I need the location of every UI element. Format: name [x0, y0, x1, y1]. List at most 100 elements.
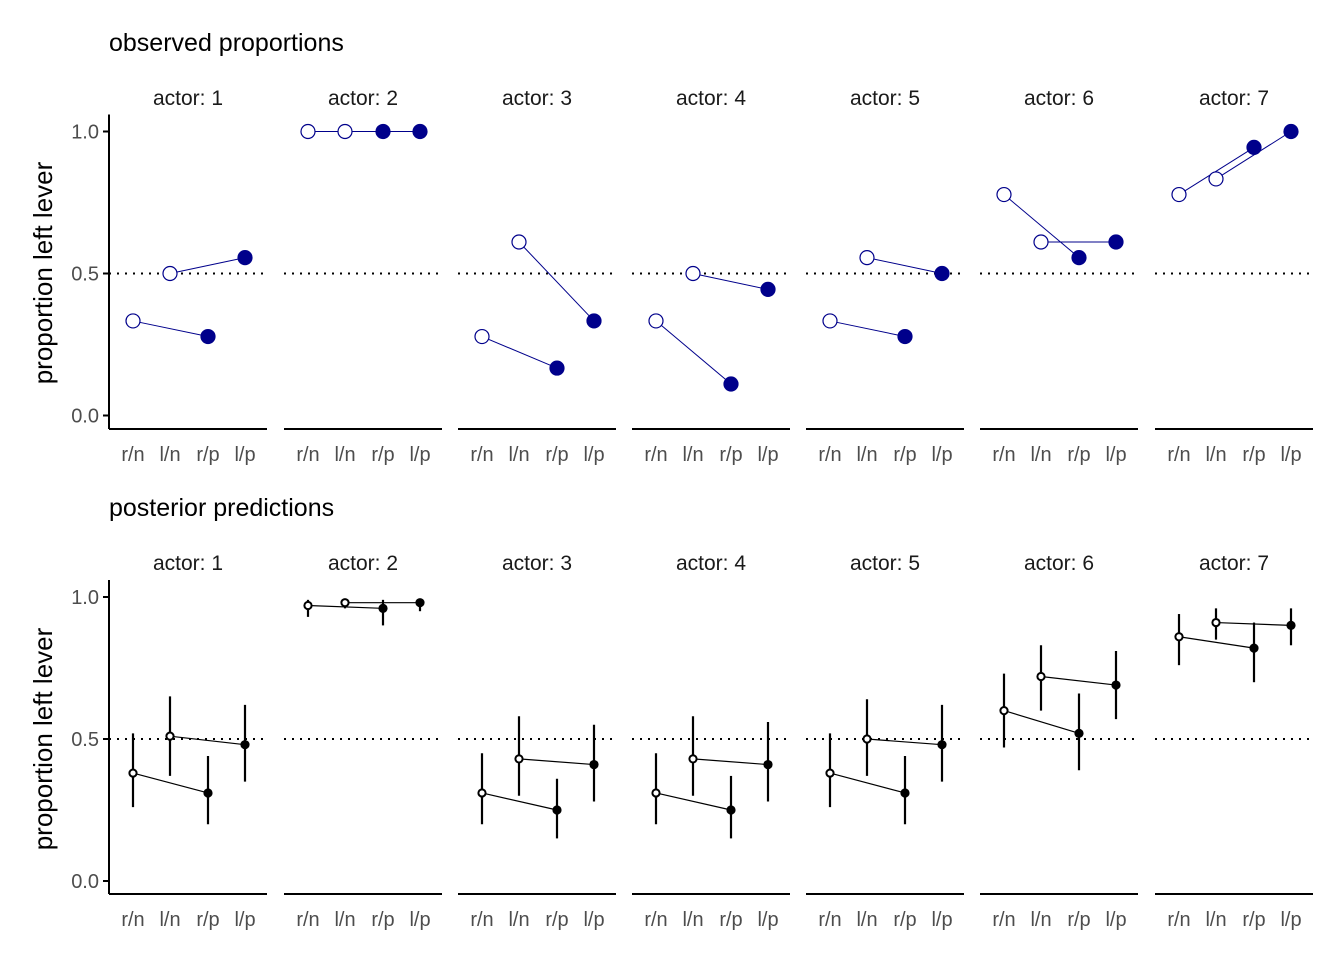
facet-actor-7: actor: 7 r/n l/n r/p l/p — [1155, 552, 1313, 931]
facet-actor-2: actor: 2 r/n l/n r/p l/p — [284, 552, 442, 931]
x-tick-label: r/n — [296, 444, 319, 466]
data-point — [897, 328, 913, 345]
y-tick-label: 0.0 — [71, 871, 99, 893]
data-point — [514, 754, 524, 764]
data-point — [1208, 171, 1224, 187]
panel-title: posterior predictions — [109, 494, 334, 522]
condition-connector-line — [132, 320, 209, 338]
x-tick-label: l/p — [1105, 909, 1126, 931]
x-tick-label: r/n — [1167, 444, 1190, 466]
facet-actor-2: actor: 2 r/n l/n r/p l/p — [284, 87, 442, 466]
data-point — [477, 788, 487, 798]
facet-actor-1: actor: 1 r/n l/n r/p l/p — [109, 552, 267, 931]
data-point — [300, 123, 316, 140]
facet-strip-label: actor: 7 — [1199, 87, 1269, 110]
x-tick-label: r/n — [470, 909, 493, 931]
condition-connector-line — [829, 772, 906, 794]
facet-actor-4: actor: 4 r/n l/n r/p l/p — [632, 552, 790, 931]
data-point — [688, 754, 698, 764]
panel-observed: observed proportions proportion left leve… — [28, 29, 1313, 466]
condition-connector-line — [1040, 675, 1117, 686]
panel-title: observed proportions — [109, 29, 344, 57]
facet-actor-4: actor: 4 r/n l/n r/p l/p — [632, 87, 790, 466]
x-tick-label: r/p — [545, 444, 568, 466]
x-tick-label: l/n — [159, 444, 180, 466]
condition-connector-line — [1215, 131, 1292, 180]
x-tick-label: l/p — [583, 909, 604, 931]
facet-strip-label: actor: 5 — [850, 552, 920, 575]
x-tick-label: r/n — [818, 909, 841, 931]
x-tick-label: l/n — [508, 444, 529, 466]
x-tick-label: l/p — [234, 444, 255, 466]
data-point — [474, 328, 490, 345]
x-tick-label: r/p — [371, 909, 394, 931]
x-tick-label: r/p — [1242, 444, 1265, 466]
x-tick-label: l/n — [334, 909, 355, 931]
data-point — [1283, 123, 1299, 140]
x-tick-label: l/n — [1205, 444, 1226, 466]
x-tick-label: r/n — [992, 909, 1015, 931]
facet-strip-label: actor: 6 — [1024, 87, 1094, 110]
condition-connector-line — [655, 792, 732, 811]
x-tick-label: l/n — [334, 444, 355, 466]
condition-connector-line — [518, 758, 595, 766]
data-point — [1033, 234, 1049, 250]
x-tick-label: r/p — [1242, 909, 1265, 931]
data-point — [1174, 632, 1184, 642]
x-tick-label: l/n — [1030, 444, 1051, 466]
data-point — [937, 740, 947, 750]
data-point — [552, 805, 562, 815]
y-axis-label: proportion left lever — [28, 161, 58, 384]
x-tick-label: l/p — [757, 909, 778, 931]
data-point — [1111, 680, 1121, 690]
x-tick-label: r/n — [992, 444, 1015, 466]
data-point — [378, 603, 388, 613]
facet-strip-label: actor: 4 — [676, 552, 746, 575]
condition-connector-line — [169, 735, 246, 746]
condition-connector-line — [655, 320, 732, 385]
facet-actor-3: actor: 3 r/n l/n r/p l/p — [458, 552, 616, 931]
data-point — [303, 600, 313, 611]
x-tick-label: r/p — [1067, 444, 1090, 466]
facet-strip-label: actor: 2 — [328, 87, 398, 110]
data-point — [340, 598, 350, 608]
x-tick-label: l/n — [159, 909, 180, 931]
x-tick-label: l/p — [409, 444, 430, 466]
data-point — [825, 768, 835, 778]
data-point — [125, 313, 141, 329]
x-tick-label: r/n — [296, 909, 319, 931]
data-point — [511, 234, 527, 250]
data-point — [1211, 617, 1221, 628]
facet-strip-label: actor: 4 — [676, 87, 746, 110]
data-point — [165, 731, 175, 741]
facet-strip-label: actor: 3 — [502, 87, 572, 110]
data-point — [859, 249, 875, 266]
x-tick-label: r/p — [719, 909, 742, 931]
facet-strip-label: actor: 6 — [1024, 552, 1094, 575]
data-point — [337, 123, 353, 140]
data-point — [723, 376, 739, 392]
facet-actor-7: actor: 7 r/n l/n r/p l/p — [1155, 87, 1313, 466]
x-tick-label: r/n — [121, 444, 144, 466]
x-tick-label: r/n — [1167, 909, 1190, 931]
facet-strip-label: actor: 5 — [850, 87, 920, 110]
condition-connector-line — [692, 273, 769, 290]
condition-connector-line — [169, 257, 246, 274]
x-tick-label: l/p — [757, 444, 778, 466]
y-tick-label: 0.0 — [71, 406, 99, 428]
data-point — [1108, 234, 1124, 250]
data-point — [1286, 620, 1296, 631]
condition-connector-line — [481, 336, 558, 369]
condition-connector-line — [1003, 710, 1080, 734]
x-tick-label: l/n — [682, 909, 703, 931]
facet-actor-6: actor: 6 r/n l/n r/p l/p — [980, 87, 1138, 466]
x-tick-label: l/n — [1205, 909, 1226, 931]
x-tick-label: r/n — [470, 444, 493, 466]
x-tick-label: l/p — [1105, 444, 1126, 466]
x-tick-label: r/p — [371, 444, 394, 466]
data-point — [685, 265, 701, 282]
x-tick-label: l/p — [931, 909, 952, 931]
data-point — [726, 805, 736, 815]
data-point — [934, 265, 950, 282]
